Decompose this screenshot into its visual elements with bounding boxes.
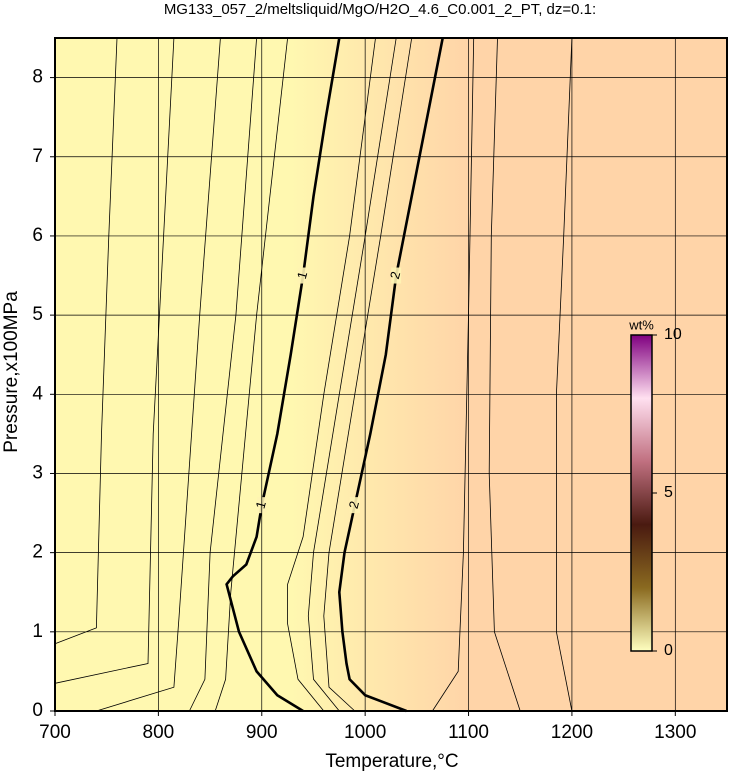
contour-line	[54, 37, 175, 684]
major-contour	[337, 37, 444, 713]
contour-line	[214, 37, 288, 712]
x-tick-label: 1300	[654, 722, 696, 743]
y-tick-label: 0	[32, 700, 43, 721]
contour-label: 2	[346, 499, 362, 510]
y-tick-label: 3	[32, 462, 43, 483]
x-tick-label: 900	[246, 722, 278, 743]
x-tick-label: 800	[143, 722, 175, 743]
contour-line	[96, 37, 221, 712]
x-tick-label: 1200	[551, 722, 593, 743]
contour-label: 1	[253, 499, 269, 510]
plot-frame	[54, 37, 728, 712]
contour-label: 2	[387, 270, 403, 281]
contour-field	[55, 38, 727, 711]
y-tick-label: 6	[32, 225, 43, 246]
contour-line	[287, 37, 376, 712]
x-tick-label: 1000	[344, 722, 386, 743]
y-tick-label: 4	[32, 383, 43, 404]
x-tick-label: 1100	[448, 722, 489, 743]
contour-line	[54, 37, 118, 645]
x-axis-label: Temperature,°C	[325, 751, 458, 772]
y-tick-label: 5	[32, 304, 43, 325]
colorbar-tick-label: 10	[664, 326, 682, 343]
colorbar-tick-label: 0	[664, 642, 673, 659]
colorbar	[630, 334, 653, 652]
y-tick-label: 7	[32, 146, 43, 167]
y-tick-label: 8	[32, 67, 43, 88]
chart-title: MG133_057_2/meltsliquid/MgO/H2O_4.6_C0.0…	[164, 1, 596, 18]
y-axis-label: Pressure,x100MPa	[1, 291, 22, 453]
contour-label: 1	[294, 270, 310, 281]
colorbar-tick-label: 5	[664, 484, 673, 501]
x-tick-label: 700	[39, 722, 71, 743]
colorbar-label: wt%	[628, 317, 654, 332]
y-tick-label: 2	[32, 542, 43, 563]
y-tick-label: 1	[32, 621, 43, 642]
major-contour	[225, 37, 341, 713]
